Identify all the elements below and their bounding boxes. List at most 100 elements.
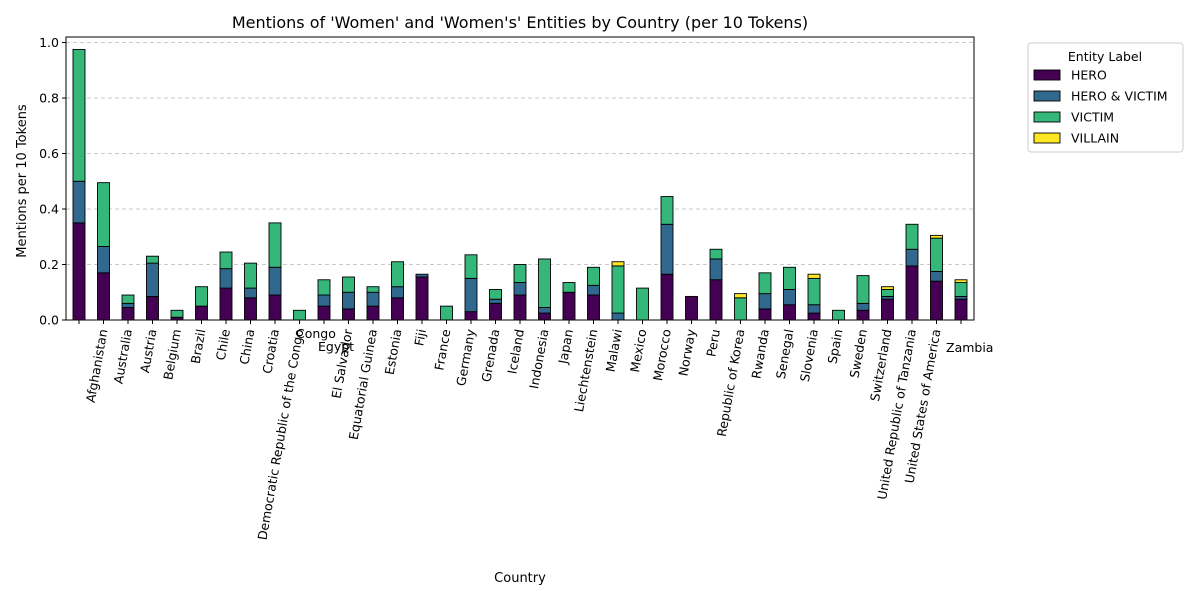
bar-segment xyxy=(342,291,355,310)
bar-segment xyxy=(317,305,331,321)
bar-segment xyxy=(244,287,257,299)
bar-segment xyxy=(513,264,527,283)
bar-segment xyxy=(930,280,943,321)
x-axis-label: Country xyxy=(494,571,546,586)
bar-segment xyxy=(513,282,527,296)
bar-segment xyxy=(660,273,674,321)
bar-segment xyxy=(611,312,625,321)
bar-segment xyxy=(391,297,404,321)
y-tick-label: 0.6 xyxy=(39,146,59,161)
bar-segment xyxy=(538,258,551,308)
bar-segment xyxy=(97,182,110,247)
y-axis-label: Mentions per 10 Tokens xyxy=(15,104,30,258)
bar-segment xyxy=(709,279,723,321)
bar-segment xyxy=(734,297,747,321)
x-tick-label: Belgium xyxy=(160,328,184,381)
bar-segment xyxy=(538,312,551,321)
x-tick-label: Rwanda xyxy=(748,328,771,380)
bar-segment xyxy=(244,297,257,321)
bar-segment xyxy=(464,277,478,313)
bar-segment xyxy=(758,293,772,310)
bar-segment xyxy=(97,272,110,321)
bar-segment xyxy=(317,279,331,296)
bar-segment xyxy=(881,289,894,297)
bar-segment xyxy=(121,307,135,321)
bar-segment xyxy=(121,294,135,304)
bar-segment xyxy=(807,304,821,314)
bar-segment xyxy=(489,298,502,304)
bar-segment xyxy=(293,309,306,321)
bar-segment xyxy=(489,289,502,300)
bar-segment xyxy=(268,266,282,296)
bar-segment xyxy=(783,304,796,321)
x-tick-label: Fiji xyxy=(411,328,429,347)
bar-segment xyxy=(72,49,86,182)
bar-segment xyxy=(170,309,184,318)
x-tick-label: Australia xyxy=(111,328,135,385)
bar-segment xyxy=(562,282,576,293)
bar-segment xyxy=(415,273,429,278)
bar-segment xyxy=(415,276,429,321)
bar-segment xyxy=(856,309,870,321)
bar-segment xyxy=(464,311,478,321)
bar-segment xyxy=(930,234,943,239)
bar-segment xyxy=(832,309,845,321)
x-tick-label: Slovenia xyxy=(797,328,821,383)
legend-entry: HERO xyxy=(1071,68,1107,83)
legend-title: Entity Label xyxy=(1068,49,1142,64)
legend-swatch xyxy=(1033,69,1061,81)
bar-segment xyxy=(464,254,478,279)
bar-segment xyxy=(513,294,527,321)
legend-entry: VILLAIN xyxy=(1071,131,1119,146)
x-tick-label: China xyxy=(236,328,257,366)
legend-swatch xyxy=(1033,132,1061,144)
bar-segment xyxy=(905,265,919,321)
x-tick-label: Switzerland xyxy=(867,328,894,402)
y-tick-label: 0.8 xyxy=(39,91,59,106)
x-tick-label: Mexico xyxy=(627,328,649,374)
bar-segment xyxy=(881,298,894,321)
bar-segment xyxy=(72,180,86,224)
x-tick-label: Peru xyxy=(703,328,723,358)
bar-segment xyxy=(391,286,404,299)
x-tick-label: Austria xyxy=(137,328,159,374)
x-tick-label: France xyxy=(431,328,453,372)
bar-segment xyxy=(587,294,600,321)
bar-segment xyxy=(146,295,159,321)
bar-segment xyxy=(954,282,968,297)
bar-segment xyxy=(268,294,282,321)
bar-segment xyxy=(489,302,502,321)
legend-swatch xyxy=(1033,90,1061,102)
x-tick-label: Germany xyxy=(453,327,478,387)
bar-segment xyxy=(783,289,796,306)
bar-segment xyxy=(391,261,404,288)
bar-segment xyxy=(72,222,86,321)
y-tick-label: 1.0 xyxy=(39,35,59,50)
legend: Entity Label HERO HERO & VICTIM VICTIM VILL… xyxy=(1027,42,1184,153)
x-tick-label: Indonesia xyxy=(526,328,551,390)
x-tick-label: Norway xyxy=(675,327,698,377)
x-tick-label: Zambia xyxy=(946,340,993,355)
bar-segment xyxy=(440,305,453,321)
bar-segment xyxy=(219,287,233,321)
bar-segment xyxy=(342,308,355,321)
bar-segment xyxy=(562,291,576,321)
bar-segment xyxy=(709,248,723,260)
bar-segment xyxy=(758,308,772,321)
bar-segment xyxy=(317,294,331,307)
bar-segment xyxy=(881,286,894,290)
bar-segment xyxy=(807,277,821,306)
legend-frame xyxy=(1027,42,1184,153)
bars-layer xyxy=(72,49,968,321)
x-tick-label: Japan xyxy=(555,328,576,366)
bar-segment xyxy=(709,258,723,281)
x-tick-label: Croatia xyxy=(259,328,282,375)
bar-segment xyxy=(856,302,870,311)
x-tick-label: Morocco xyxy=(650,328,674,382)
legend-items: HERO HERO & VICTIM VICTIM VILLAIN xyxy=(1033,68,1168,146)
bar-segment xyxy=(219,268,233,289)
bar-segment xyxy=(856,275,870,304)
x-tick-label: Liechtenstein xyxy=(571,328,600,413)
bar-segment xyxy=(905,223,919,250)
